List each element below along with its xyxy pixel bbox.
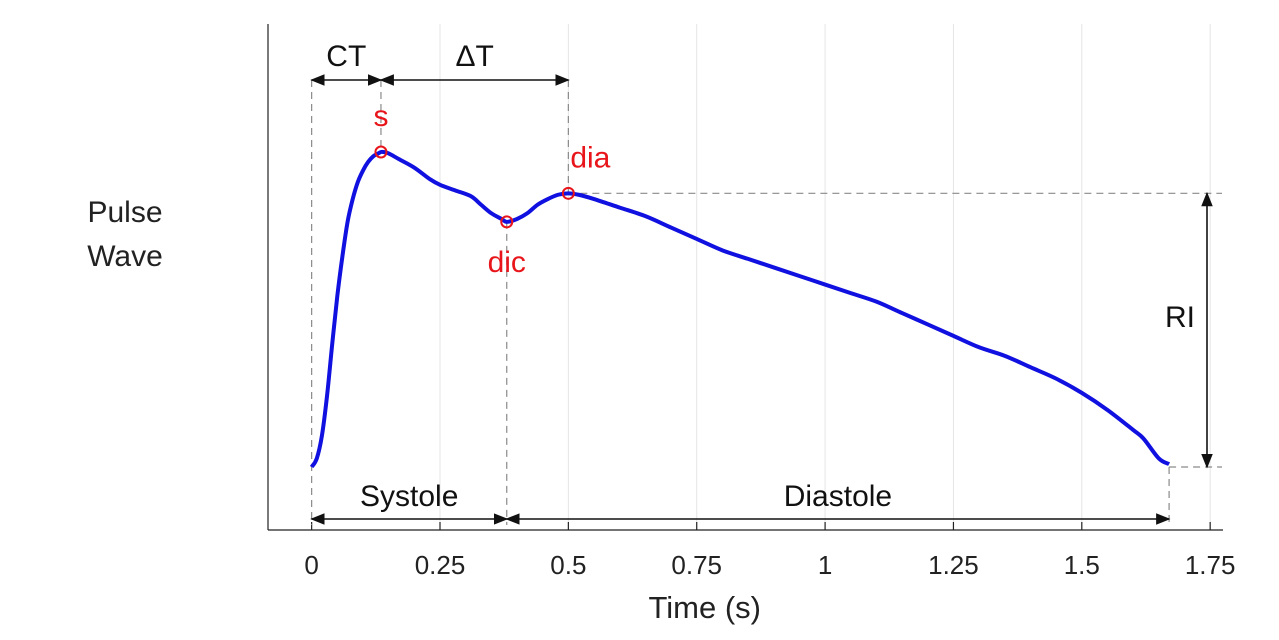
pulse-wave-line <box>309 149 1171 469</box>
x-axis-label: Time (s) <box>648 590 761 625</box>
y-axis-label-line2: Wave <box>87 240 163 273</box>
x-tick-label: 0.5 <box>550 550 586 580</box>
x-tick-label: 0 <box>304 550 318 580</box>
x-tick-label: 0.25 <box>415 550 466 580</box>
delta-t-label: ΔT <box>455 40 493 73</box>
x-tick-label: 1.25 <box>928 550 979 580</box>
feature-label-dia: dia <box>570 141 610 174</box>
feature-label-dic: dic <box>488 246 526 279</box>
x-tick-label: 1 <box>818 550 832 580</box>
feature-label-s: s <box>373 100 388 133</box>
x-tick-label: 0.75 <box>671 550 722 580</box>
x-tick-label: 1.75 <box>1185 550 1236 580</box>
y-axis-label-line1: Pulse <box>87 196 163 229</box>
ct-label: CT <box>326 40 366 73</box>
ri-label: RI <box>1165 301 1195 334</box>
feature-point-s <box>374 145 388 159</box>
x-tick-label: 1.5 <box>1064 550 1100 580</box>
feature-point-dic <box>500 215 514 229</box>
diastole-label: Diastole <box>784 480 892 513</box>
systole-label: Systole <box>360 480 458 513</box>
feature-point-dia <box>561 186 575 200</box>
